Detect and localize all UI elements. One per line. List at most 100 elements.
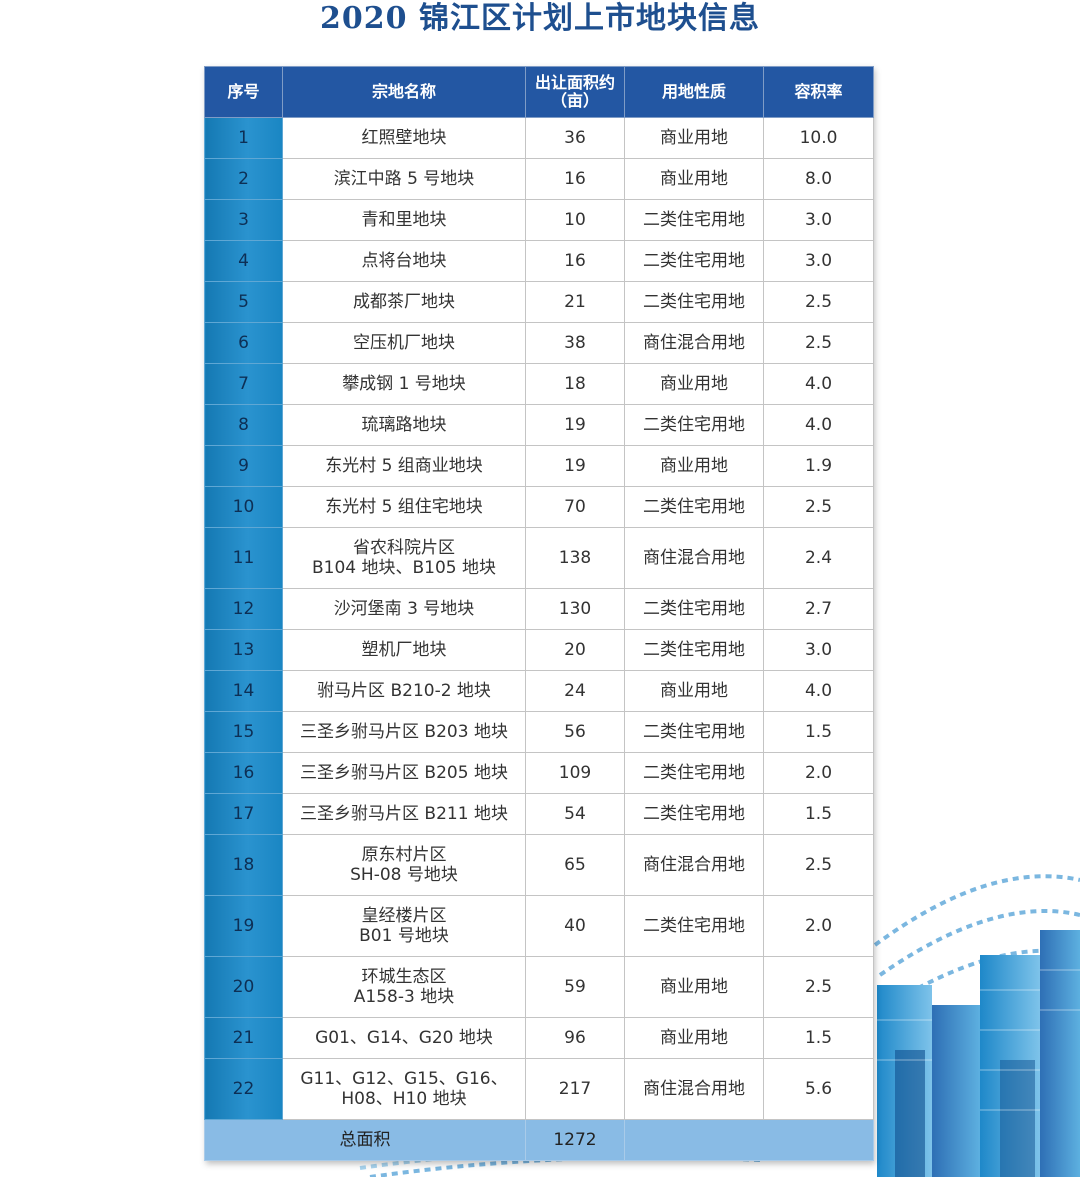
row-far: 1.5 — [763, 711, 874, 753]
row-index: 10 — [204, 486, 283, 528]
row-area: 96 — [525, 1017, 625, 1059]
row-far: 10.0 — [763, 117, 874, 159]
row-far: 2.0 — [763, 752, 874, 794]
row-index: 8 — [204, 404, 283, 446]
row-far: 2.0 — [763, 895, 874, 957]
row-name: 三圣乡驸马片区 B211 地块 — [282, 793, 526, 835]
table-row: 3 青和里地块 10 二类住宅用地 3.0 — [204, 199, 874, 241]
row-index: 1 — [204, 117, 283, 159]
row-name: 攀成钢 1 号地块 — [282, 363, 526, 405]
row-area: 59 — [525, 956, 625, 1018]
row-name: G11、G12、G15、G16、 H08、H10 地块 — [282, 1058, 526, 1120]
row-name-line: B01 号地块 — [359, 926, 449, 946]
row-far: 1.5 — [763, 1017, 874, 1059]
table-row: 11 省农科院片区 B104 地块、B105 地块 138 商住混合用地 2.4 — [204, 527, 874, 589]
row-area: 56 — [525, 711, 625, 753]
row-name-line: 成都茶厂地块 — [353, 292, 455, 312]
row-far: 2.7 — [763, 588, 874, 630]
table-row: 9 东光村 5 组商业地块 19 商业用地 1.9 — [204, 445, 874, 487]
row-name-line: 东光村 5 组住宅地块 — [325, 497, 483, 517]
row-name-line: 三圣乡驸马片区 B211 地块 — [300, 804, 508, 824]
table-row: 5 成都茶厂地块 21 二类住宅用地 2.5 — [204, 281, 874, 323]
row-usage: 二类住宅用地 — [624, 711, 764, 753]
row-name-line: 省农科院片区 — [353, 538, 455, 558]
row-name: 皇经楼片区 B01 号地块 — [282, 895, 526, 957]
row-name-line: SH-08 号地块 — [350, 865, 458, 885]
row-name-line: 塑机厂地块 — [361, 640, 447, 660]
row-usage: 商住混合用地 — [624, 834, 764, 896]
row-far: 1.5 — [763, 793, 874, 835]
table-row: 22 G11、G12、G15、G16、 H08、H10 地块 217 商住混合用地 5.6 — [204, 1058, 874, 1120]
row-name-line: 红照壁地块 — [361, 128, 447, 148]
page-title: 2020 锦江区计划上市地块信息 — [320, 1, 760, 36]
row-far: 2.5 — [763, 956, 874, 1018]
row-name-line: A158-3 地块 — [353, 987, 455, 1007]
row-name: 成都茶厂地块 — [282, 281, 526, 323]
row-far: 1.9 — [763, 445, 874, 487]
row-usage: 二类住宅用地 — [624, 895, 764, 957]
row-name-line: 原东村片区 — [361, 845, 447, 865]
row-name: G01、G14、G20 地块 — [282, 1017, 526, 1059]
row-name: 东光村 5 组住宅地块 — [282, 486, 526, 528]
row-name-line: H08、H10 地块 — [341, 1089, 467, 1109]
row-name: 青和里地块 — [282, 199, 526, 241]
row-usage: 二类住宅用地 — [624, 588, 764, 630]
table-row: 21 G01、G14、G20 地块 96 商业用地 1.5 — [204, 1017, 874, 1059]
row-far: 4.0 — [763, 670, 874, 712]
row-area: 19 — [525, 445, 625, 487]
row-name-line: 琉璃路地块 — [361, 415, 447, 435]
row-usage: 商业用地 — [624, 158, 764, 200]
total-row: 总面积 1272 — [204, 1119, 874, 1161]
total-area: 1272 — [525, 1119, 625, 1161]
row-usage: 二类住宅用地 — [624, 281, 764, 323]
row-usage: 二类住宅用地 — [624, 793, 764, 835]
row-name: 原东村片区 SH-08 号地块 — [282, 834, 526, 896]
row-index: 15 — [204, 711, 283, 753]
header-area: 出让面积约 （亩） — [525, 66, 625, 118]
row-index: 4 — [204, 240, 283, 282]
row-area: 10 — [525, 199, 625, 241]
land-parcel-table: 序号 宗地名称 出让面积约 （亩） 用地性质 容积率 1 红照壁地块 36 商业用地 1… — [204, 66, 874, 1161]
table-row: 20 环城生态区 A158-3 地块 59 商业用地 2.5 — [204, 956, 874, 1018]
row-name-line: 东光村 5 组商业地块 — [325, 456, 483, 476]
row-usage: 商业用地 — [624, 445, 764, 487]
row-area: 70 — [525, 486, 625, 528]
row-area: 217 — [525, 1058, 625, 1120]
row-far: 2.5 — [763, 281, 874, 323]
row-index: 20 — [204, 956, 283, 1018]
row-usage: 二类住宅用地 — [624, 404, 764, 446]
row-usage: 商业用地 — [624, 117, 764, 159]
header-area-unit: （亩） — [550, 91, 599, 110]
row-name-line: 沙河堡南 3 号地块 — [333, 599, 475, 619]
row-far: 3.0 — [763, 629, 874, 671]
row-far: 3.0 — [763, 199, 874, 241]
row-index: 13 — [204, 629, 283, 671]
table-row: 7 攀成钢 1 号地块 18 商业用地 4.0 — [204, 363, 874, 405]
header-index: 序号 — [204, 66, 283, 118]
row-name-line: G01、G14、G20 地块 — [315, 1028, 493, 1048]
row-name: 省农科院片区 B104 地块、B105 地块 — [282, 527, 526, 589]
row-usage: 商业用地 — [624, 363, 764, 405]
row-index: 5 — [204, 281, 283, 323]
row-area: 20 — [525, 629, 625, 671]
row-far: 2.4 — [763, 527, 874, 589]
table-row: 10 东光村 5 组住宅地块 70 二类住宅用地 2.5 — [204, 486, 874, 528]
row-area: 40 — [525, 895, 625, 957]
row-usage: 二类住宅用地 — [624, 486, 764, 528]
row-area: 138 — [525, 527, 625, 589]
row-far: 2.5 — [763, 834, 874, 896]
row-usage: 二类住宅用地 — [624, 240, 764, 282]
row-usage: 商业用地 — [624, 1017, 764, 1059]
table-row: 8 琉璃路地块 19 二类住宅用地 4.0 — [204, 404, 874, 446]
row-area: 19 — [525, 404, 625, 446]
header-far: 容积率 — [763, 66, 874, 118]
table-row: 17 三圣乡驸马片区 B211 地块 54 二类住宅用地 1.5 — [204, 793, 874, 835]
row-usage: 商住混合用地 — [624, 322, 764, 364]
row-area: 38 — [525, 322, 625, 364]
row-name: 滨江中路 5 号地块 — [282, 158, 526, 200]
row-name-line: 滨江中路 5 号地块 — [333, 169, 475, 189]
row-name: 东光村 5 组商业地块 — [282, 445, 526, 487]
row-name: 塑机厂地块 — [282, 629, 526, 671]
row-far: 8.0 — [763, 158, 874, 200]
row-name: 点将台地块 — [282, 240, 526, 282]
